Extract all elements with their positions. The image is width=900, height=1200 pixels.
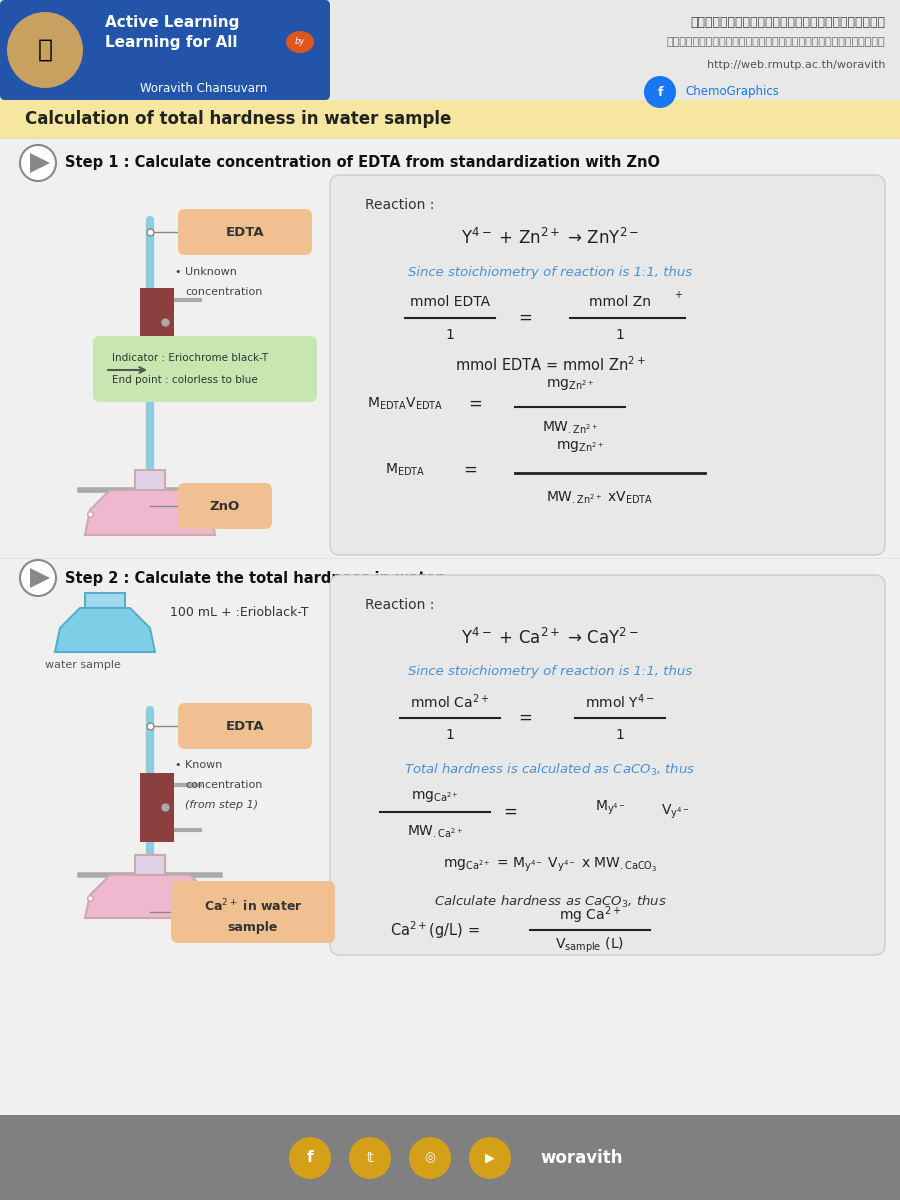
Text: mg Ca$^{2+}$: mg Ca$^{2+}$ <box>559 905 621 926</box>
Text: 100 mL + :Erioblack-T: 100 mL + :Erioblack-T <box>170 606 309 618</box>
Text: woravith: woravith <box>540 1150 623 1166</box>
Ellipse shape <box>349 1138 391 1178</box>
Text: 𝕥: 𝕥 <box>366 1151 373 1165</box>
Text: mg$_{\rm Zn^{2+}}$: mg$_{\rm Zn^{2+}}$ <box>556 439 604 455</box>
Text: Step 1 : Calculate concentration of EDTA from standardization with ZnO: Step 1 : Calculate concentration of EDTA… <box>65 156 660 170</box>
FancyBboxPatch shape <box>178 482 272 529</box>
Text: mg$_{\rm Ca^{2+}}$ = M$_{\rm y^{4-}}$ V$_{\rm y^{4-}}$ x MW$_{\rm .CaCO_3}$: mg$_{\rm Ca^{2+}}$ = M$_{\rm y^{4-}}$ V$… <box>443 856 657 874</box>
FancyBboxPatch shape <box>140 288 174 358</box>
Polygon shape <box>85 490 215 535</box>
Text: 1: 1 <box>446 328 454 342</box>
Text: f: f <box>657 85 662 98</box>
Text: Indicator : Eriochrome black-T: Indicator : Eriochrome black-T <box>112 353 268 362</box>
Text: +: + <box>674 290 682 300</box>
Text: =: = <box>518 308 532 326</box>
Text: 1: 1 <box>446 728 454 742</box>
Text: Since stoichiometry of reaction is 1:1, thus: Since stoichiometry of reaction is 1:1, … <box>408 265 692 278</box>
Text: mmol Zn: mmol Zn <box>589 295 651 308</box>
Text: M$_{\rm EDTA}$: M$_{\rm EDTA}$ <box>385 462 425 478</box>
Text: Learning for All: Learning for All <box>105 35 238 49</box>
Text: M$_{\rm EDTA}$V$_{\rm EDTA}$: M$_{\rm EDTA}$V$_{\rm EDTA}$ <box>367 396 443 413</box>
Text: sample: sample <box>228 922 278 935</box>
Text: Ca$^{2+}$(g/L) =: Ca$^{2+}$(g/L) = <box>390 919 480 941</box>
Circle shape <box>20 145 56 181</box>
Text: • Unknown: • Unknown <box>175 268 237 277</box>
Text: MW$_{\rm .Zn^{2+}}$: MW$_{\rm .Zn^{2+}}$ <box>542 420 598 437</box>
Text: Reaction :: Reaction : <box>365 198 435 212</box>
Polygon shape <box>85 875 215 918</box>
Text: EDTA: EDTA <box>226 226 265 239</box>
Text: M$_{\rm y^{4-}}$: M$_{\rm y^{4-}}$ <box>595 799 625 817</box>
Polygon shape <box>85 593 125 608</box>
Text: Reaction :: Reaction : <box>365 598 435 612</box>
Text: concentration: concentration <box>185 287 263 296</box>
Text: EDTA: EDTA <box>226 720 265 732</box>
Text: MW$_{\rm .Zn^{2+}}$ xV$_{\rm EDTA}$: MW$_{\rm .Zn^{2+}}$ xV$_{\rm EDTA}$ <box>546 490 653 506</box>
Text: concentration: concentration <box>185 780 263 790</box>
Text: =: = <box>464 461 477 479</box>
Text: mmol Ca$^{2+}$: mmol Ca$^{2+}$ <box>410 692 490 712</box>
Polygon shape <box>55 608 155 652</box>
Text: http://web.rmutp.ac.th/woravith: http://web.rmutp.ac.th/woravith <box>706 60 885 70</box>
Text: ◎: ◎ <box>425 1152 436 1164</box>
Text: 1: 1 <box>616 328 625 342</box>
Text: Ca$^{2+}$ in water: Ca$^{2+}$ in water <box>203 898 302 914</box>
Text: Y$^{4-}$ + Zn$^{2+}$ → ZnY$^{2-}$: Y$^{4-}$ + Zn$^{2+}$ → ZnY$^{2-}$ <box>461 228 639 248</box>
Text: mg$_{\rm Zn^{2+}}$: mg$_{\rm Zn^{2+}}$ <box>546 378 594 392</box>
FancyBboxPatch shape <box>178 209 312 256</box>
FancyBboxPatch shape <box>0 0 330 100</box>
Text: 👤: 👤 <box>38 38 52 62</box>
Circle shape <box>7 12 83 88</box>
Text: mg$_{\rm Ca^{2+}}$: mg$_{\rm Ca^{2+}}$ <box>411 788 459 804</box>
Polygon shape <box>30 568 50 588</box>
Text: =: = <box>503 803 517 821</box>
Circle shape <box>644 76 676 108</box>
Text: ChemoGraphics: ChemoGraphics <box>685 85 778 98</box>
Text: End point : colorless to blue: End point : colorless to blue <box>112 374 257 385</box>
FancyBboxPatch shape <box>140 773 174 842</box>
Text: Active Learning: Active Learning <box>105 14 239 30</box>
Text: คณะวิทยาศาสตร์และเทคโนโลยี: คณะวิทยาศาสตร์และเทคโนโลยี <box>690 16 885 29</box>
Text: mmol Y$^{4-}$: mmol Y$^{4-}$ <box>585 692 655 712</box>
Ellipse shape <box>286 31 314 53</box>
FancyBboxPatch shape <box>330 575 885 955</box>
FancyBboxPatch shape <box>93 336 317 402</box>
Ellipse shape <box>469 1138 511 1178</box>
Text: Calculation of total hardness in water sample: Calculation of total hardness in water s… <box>25 110 452 128</box>
Text: f: f <box>307 1151 313 1165</box>
Text: Woravith Chansuvarn: Woravith Chansuvarn <box>140 82 267 95</box>
Text: mmol EDTA = mmol Zn$^{2+}$: mmol EDTA = mmol Zn$^{2+}$ <box>454 355 645 374</box>
Text: mmol EDTA: mmol EDTA <box>410 295 490 308</box>
Text: • Known: • Known <box>175 760 222 770</box>
Text: =: = <box>518 709 532 727</box>
Polygon shape <box>135 470 165 490</box>
Text: =: = <box>468 395 482 413</box>
Ellipse shape <box>289 1138 331 1178</box>
FancyBboxPatch shape <box>0 0 900 100</box>
Polygon shape <box>30 152 50 173</box>
Text: Step 2 : Calculate the total hardness in water: Step 2 : Calculate the total hardness in… <box>65 570 443 586</box>
Text: Y$^{4-}$ + Ca$^{2+}$ → CaY$^{2-}$: Y$^{4-}$ + Ca$^{2+}$ → CaY$^{2-}$ <box>461 628 639 648</box>
Polygon shape <box>135 854 165 875</box>
Text: V$_{\rm sample}$ (L): V$_{\rm sample}$ (L) <box>555 935 625 955</box>
Text: ZnO: ZnO <box>210 499 240 512</box>
Text: Calculate hardness as CaCO$_3$, thus: Calculate hardness as CaCO$_3$, thus <box>434 894 666 910</box>
Ellipse shape <box>409 1138 451 1178</box>
Text: water sample: water sample <box>45 660 121 670</box>
Circle shape <box>20 560 56 596</box>
Text: มหาวิทยาลัยเทคโนโลยีราชมงคลพระนคร: มหาวิทยาลัยเทคโนโลยีราชมงคลพระนคร <box>666 37 885 47</box>
FancyBboxPatch shape <box>0 1115 900 1200</box>
Text: 1: 1 <box>616 728 625 742</box>
FancyBboxPatch shape <box>171 881 335 943</box>
Text: V$_{\rm y^{4-}}$: V$_{\rm y^{4-}}$ <box>661 803 689 821</box>
Text: MW$_{\rm .Ca^{2+}}$: MW$_{\rm .Ca^{2+}}$ <box>407 823 464 840</box>
Text: ▶: ▶ <box>485 1152 495 1164</box>
FancyBboxPatch shape <box>178 703 312 749</box>
Text: Since stoichiometry of reaction is 1:1, thus: Since stoichiometry of reaction is 1:1, … <box>408 666 692 678</box>
Text: Total hardness is calculated as CaCO$_3$, thus: Total hardness is calculated as CaCO$_3$… <box>404 762 696 778</box>
FancyBboxPatch shape <box>330 175 885 554</box>
FancyBboxPatch shape <box>0 100 900 138</box>
Text: by: by <box>295 37 305 47</box>
Text: (from step 1): (from step 1) <box>185 800 258 810</box>
